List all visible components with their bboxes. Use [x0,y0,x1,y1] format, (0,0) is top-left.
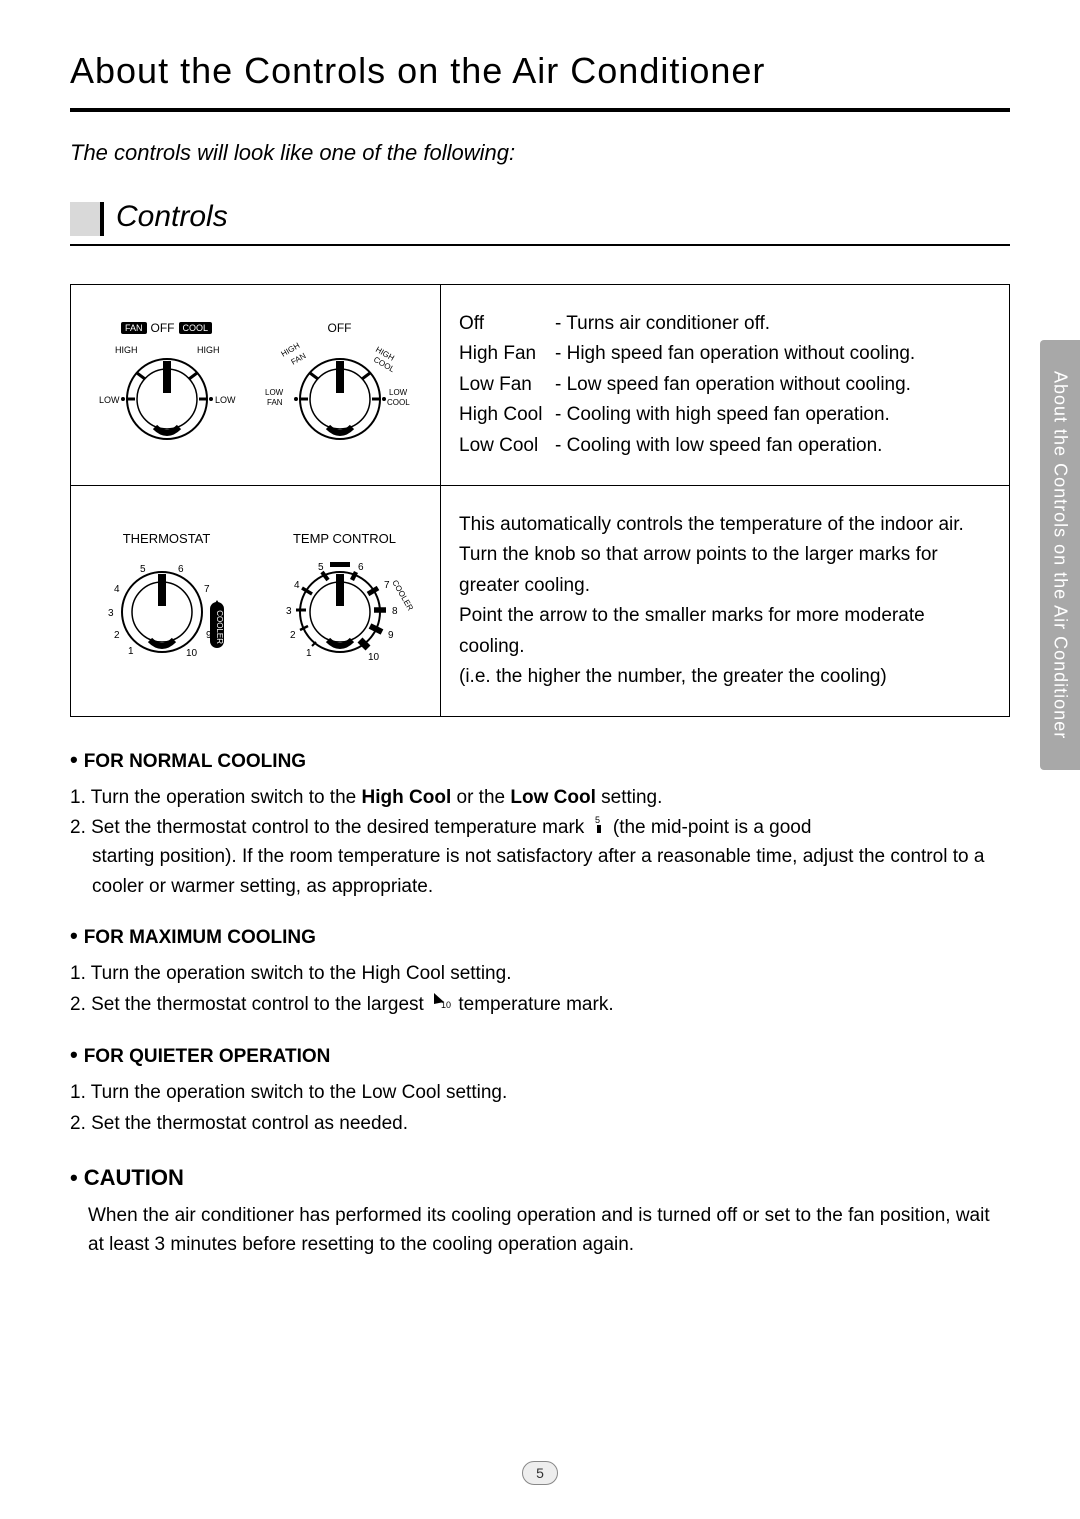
svg-text:4: 4 [294,580,300,591]
svg-text:5: 5 [595,815,600,825]
svg-text:6: 6 [358,562,364,573]
thermo-desc-cell: This automatically controls the temperat… [441,485,1010,716]
temp-control-dial: TEMP CONTROL [270,531,420,672]
controls-table: FAN OFF COOL HIGH HIGH [70,284,1010,717]
fan-badge: FAN [121,322,147,334]
r2-l3: Point the arrow to the smaller marks for… [459,601,991,662]
max-i1: 1. Turn the operation switch to the High… [70,959,511,988]
quiet-i2: 2. Set the thermostat control as needed. [70,1109,408,1138]
controls-box-icon [70,202,104,236]
desc-val: - Low speed fan operation without coolin… [555,370,911,400]
high-right: HIGH [197,345,220,355]
low-cool-2: COOL [387,398,410,407]
mid-mark-icon: 5 [592,813,606,835]
caution-head: CAUTION [70,1165,1010,1191]
caution-text: When the air conditioner has performed i… [70,1201,1010,1260]
title-rule [70,108,1010,112]
page-number: 5 [522,1461,558,1485]
svg-text:5: 5 [318,562,324,573]
svg-text:7: 7 [384,580,390,591]
dial-a-svg: HIGH HIGH [97,339,237,449]
svg-text:10: 10 [368,652,380,663]
svg-text:1: 1 [306,648,312,659]
svg-text:4: 4 [114,584,120,595]
desc-val: - Turns air conditioner off. [555,309,770,339]
max-head: FOR MAXIMUM COOLING [70,927,1010,949]
dial-b-svg: HIGH FAN HIGH COOL [265,339,415,449]
low-fan-2: FAN [267,398,283,407]
desc-val: - Cooling with high speed fan operation. [555,400,890,430]
low-cool-1: LOW [389,388,408,397]
desc-key: High Cool [459,400,555,430]
normal-head: FOR NORMAL COOLING [70,751,1010,773]
controls-rule [70,244,1010,246]
quiet-head-text: FOR QUIETER OPERATION [84,1046,331,1068]
mode-desc-cell: Off- Turns air conditioner off. High Fan… [441,285,1010,486]
thermostat-label: THERMOSTAT [123,531,211,546]
thermo-a-svg: 12 34 56 78 910 COOLER [92,552,242,672]
desc-key: High Fan [459,339,555,369]
low-left: LOW [99,395,120,405]
r2-l4: (i.e. the higher the number, the greater… [459,662,991,692]
svg-text:8: 8 [392,606,398,617]
svg-text:10: 10 [186,648,198,659]
off-label-2: OFF [328,321,352,335]
desc-key: Low Cool [459,431,555,461]
desc-key: Off [459,309,555,339]
caution-head-text: CAUTION [84,1165,184,1191]
svg-text:2: 2 [290,630,296,641]
svg-text:1: 1 [128,646,134,657]
n1b: High Cool [362,787,452,808]
high-left: HIGH [115,345,138,355]
quiet-i1: 1. Turn the operation switch to the Low … [70,1078,507,1107]
normal-body: 1. Turn the operation switch to the High… [70,783,1010,901]
svg-text:10: 10 [441,1000,451,1010]
thermostat-dial: THERMOSTAT 12 34 56 78 910 [92,531,242,672]
page-container: About the Controls on the Air Conditione… [0,0,1080,1300]
mode-dials-cell: FAN OFF COOL HIGH HIGH [71,285,441,486]
ten-mark-icon: 10 [431,990,451,1010]
svg-text:6: 6 [178,564,184,575]
svg-text:2: 2 [114,630,120,641]
controls-label: Controls [116,200,228,236]
r2-l2: Turn the knob so that arrow points to th… [459,540,991,601]
off-label: OFF [151,321,175,335]
cool-badge: COOL [179,322,213,334]
page-title: About the Controls on the Air Conditione… [70,50,1010,92]
quiet-list: 1. Turn the operation switch to the Low … [70,1078,1010,1139]
n1c: or the [451,787,510,808]
normal-head-text: FOR NORMAL COOLING [84,751,306,773]
svg-text:9: 9 [388,630,394,641]
max-list: 1. Turn the operation switch to the High… [70,959,1010,1020]
r2-l1: This automatically controls the temperat… [459,510,991,540]
max-head-text: FOR MAXIMUM COOLING [84,927,316,949]
svg-text:3: 3 [108,608,114,619]
low-right: LOW [215,395,236,405]
table-row: THERMOSTAT 12 34 56 78 910 [71,485,1010,716]
desc-val: - Cooling with low speed fan operation. [555,431,882,461]
mode-dial-a: FAN OFF COOL HIGH HIGH [97,321,237,449]
svg-text:3: 3 [286,606,292,617]
table-row: FAN OFF COOL HIGH HIGH [71,285,1010,486]
controls-header: Controls [70,200,1010,236]
svg-text:COOLER: COOLER [215,610,224,644]
svg-text:7: 7 [204,584,210,595]
svg-text:5: 5 [140,564,146,575]
thermo-dials-cell: THERMOSTAT 12 34 56 78 910 [71,485,441,716]
quiet-head: FOR QUIETER OPERATION [70,1046,1010,1068]
n1d: Low Cool [510,787,595,808]
thermo-b-svg: 12 34 56 78 910 COOLER [270,552,420,672]
n1a: 1. Turn the operation switch to the [70,787,362,808]
n1e: setting. [596,787,663,808]
low-fan-1: LOW [265,388,284,397]
mode-dial-b: OFF HIGH FAN HIGH COOL [265,321,415,449]
desc-key: Low Fan [459,370,555,400]
desc-val: - High speed fan operation without cooli… [555,339,915,369]
temp-control-label: TEMP CONTROL [293,531,396,546]
intro-text: The controls will look like one of the f… [70,140,1010,166]
